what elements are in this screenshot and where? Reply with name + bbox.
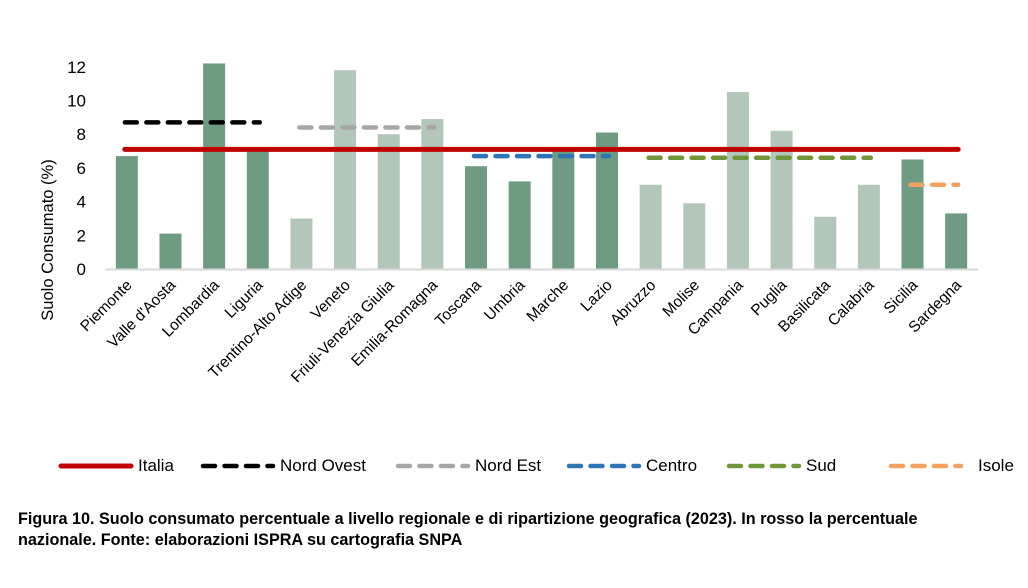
legend-item-nord-est: Nord Est [395,454,541,478]
x-category-label: Sicilia [881,277,922,318]
y-axis-label: Suolo Consumato (%) [39,159,57,320]
legend-line-swatch [200,463,276,469]
legend: Italia Nord Ovest Nord Est Centro Sud Isole [0,454,1028,478]
legend-label: Sud [806,456,837,475]
bar-umbria [508,181,531,269]
x-category-label: Lazio [578,277,616,315]
legend-line-swatch [395,463,471,469]
bar-lazio [595,132,618,269]
bar-marche [552,151,575,269]
reference-lines [122,120,961,187]
y-tick-label: 10 [67,92,86,111]
y-axis-ticks: 0 2 4 6 8 10 12 [67,58,86,279]
legend-item-italia: Italia [58,454,174,478]
legend-label: Isole [978,456,1014,475]
x-category-label: Umbria [481,277,529,325]
x-category-label: Calabria [825,277,878,330]
bar-veneto [334,70,357,269]
figure-caption: Figura 10. Suolo consumato percentuale a… [18,509,1018,551]
bar-toscana [465,166,488,269]
y-tick-label: 2 [77,226,86,245]
legend-label: Centro [646,456,698,475]
legend-item-nord-ovest: Nord Ovest [200,454,366,478]
bar-puglia [770,130,793,269]
bar-chart: 0 2 4 6 8 10 12 Suolo Consumato (%) PiemonteVa… [39,58,978,387]
bar-lombardia [203,63,226,270]
bar-friuli-venezia-giulia [377,134,400,269]
x-category-label: Marche [524,277,573,326]
legend-item-centro: Centro [566,454,697,478]
bar-sicilia [901,159,924,269]
caption-line-1: Figura 10. Suolo consumato percentuale a… [18,510,918,528]
bar-campania [726,92,749,269]
legend-item-isole: Isole [888,454,1014,478]
legend-line-swatch [888,463,964,469]
y-tick-label: 6 [77,159,86,178]
bar-valle-d-aosta [159,233,182,269]
caption-line-2: nazionale. Fonte: elaborazioni ISPRA su … [18,531,463,549]
bar-abruzzo [639,184,662,269]
bar-basilicata [814,216,837,269]
bar-piemonte [115,156,138,269]
bar-emilia-romagna [421,119,444,269]
y-tick-label: 0 [77,260,86,279]
y-tick-label: 8 [77,125,86,144]
bar-trentino-alto-adige [290,218,313,269]
bars [115,63,968,270]
y-tick-label: 12 [67,58,86,77]
legend-item-sud: Sud [726,454,836,478]
bar-calabria [857,184,880,269]
legend-label: Italia [138,456,174,475]
bar-sardegna [945,213,968,269]
x-category-label: Abruzzo [607,277,659,329]
bar-molise [683,203,706,269]
legend-line-swatch [566,463,642,469]
legend-label: Nord Est [475,456,542,475]
bar-liguria [246,147,269,269]
y-tick-label: 4 [77,193,86,212]
x-category-label: Puglia [748,277,791,320]
legend-label: Nord Ovest [280,456,366,475]
legend-line-swatch [726,463,802,469]
x-category-label: Toscana [432,277,485,330]
legend-line-swatch [58,463,134,469]
